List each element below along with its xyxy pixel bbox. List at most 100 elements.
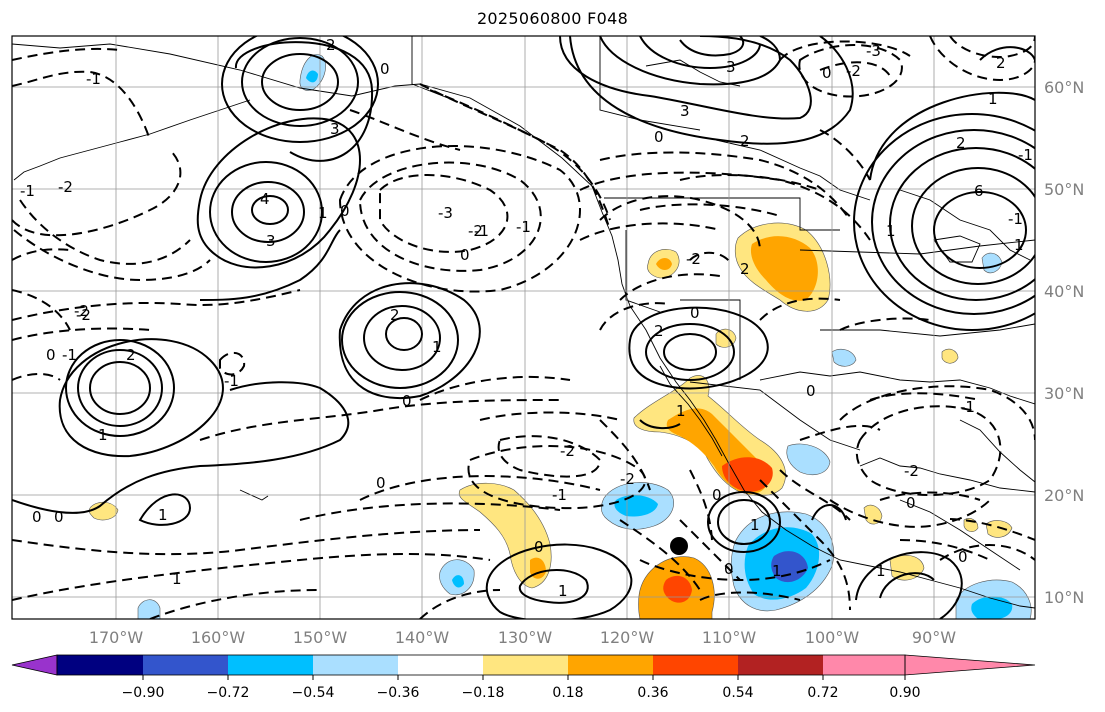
colorbar-tick-label: −0.54 xyxy=(292,685,335,701)
contour-label: 1 xyxy=(158,506,168,524)
contour-label: 3 xyxy=(726,58,736,76)
colorbar-segment xyxy=(568,655,653,675)
contour-label: 0 xyxy=(32,508,42,526)
contour-label: 2 xyxy=(654,322,664,340)
colorbar-segment xyxy=(483,655,568,675)
colorbar-tick-label: 0.90 xyxy=(889,685,920,701)
contour-label: -1 xyxy=(62,346,77,364)
contour-label: -1 xyxy=(552,486,567,504)
lat-label: 10°N xyxy=(1044,588,1084,607)
contour-label: 1 xyxy=(988,90,998,108)
contour-label: 1 xyxy=(558,582,568,600)
colorbar-tick-label: 0.54 xyxy=(722,685,753,701)
contour-label: 2 xyxy=(996,54,1006,72)
colorbar-tick-label: −0.90 xyxy=(122,685,165,701)
lon-label: 130°W xyxy=(498,628,553,647)
contour-label: -2 xyxy=(560,442,575,460)
graticule xyxy=(12,36,1035,619)
contour-label: 1 xyxy=(318,204,328,222)
contour-label: 2 xyxy=(740,132,750,150)
lat-label: 20°N xyxy=(1044,486,1084,505)
colorbar-tick-label: −0.18 xyxy=(462,685,505,701)
contour-label: 2 xyxy=(326,36,336,54)
contour-label: 3 xyxy=(330,120,340,138)
contour-label: 1 xyxy=(432,338,442,356)
lat-label: 60°N xyxy=(1044,78,1084,97)
colorbar-segment xyxy=(823,655,905,675)
colorbar-segment xyxy=(57,655,143,675)
lon-label: 170°W xyxy=(89,628,144,647)
colorbar-segment xyxy=(398,655,483,675)
latitude-labels: 60°N 50°N 40°N 30°N 20°N 10°N xyxy=(1044,78,1084,607)
contour-labels: 2 3 4 -1 0 -2 -3 -1 0 1 2 3 -2 -1 0 1 2 … xyxy=(20,36,1033,600)
lon-label: 150°W xyxy=(293,628,348,647)
contour-label: 1 xyxy=(98,426,108,444)
contour-label: 0 xyxy=(906,494,916,512)
map-title: 2025060800 F048 xyxy=(476,9,629,28)
contour-label: 0 xyxy=(654,128,664,146)
lat-label: 50°N xyxy=(1044,180,1084,199)
contour-label: -3 xyxy=(438,204,453,222)
colorbar-frame xyxy=(56,654,906,676)
contour-label: -1 xyxy=(20,182,35,200)
colorbar-tick-label: 0.72 xyxy=(807,685,838,701)
colorbar-tick-label: 0.36 xyxy=(637,685,668,701)
contour-label: 1 xyxy=(172,570,182,588)
contour-label: -2 xyxy=(846,62,861,80)
contour-label: 3 xyxy=(680,102,690,120)
contour-label: 0 xyxy=(460,246,470,264)
negative-contours xyxy=(12,36,1035,619)
contour-label: 0 xyxy=(690,304,700,322)
contour-label: 1 xyxy=(750,516,760,534)
contour-label: 1 xyxy=(876,562,886,580)
contour-label: 0 xyxy=(340,202,350,220)
contour-label: 0 xyxy=(806,382,816,400)
contour-label: 1 xyxy=(772,562,782,580)
map-frame xyxy=(11,35,1036,620)
contour-label: 0 xyxy=(822,64,832,82)
contour-label: 2 xyxy=(390,306,400,324)
contour-label: 0 xyxy=(46,346,56,364)
lon-label: 90°W xyxy=(912,628,956,647)
contour-label: 1 xyxy=(676,402,686,420)
contour-label: -1 xyxy=(1018,146,1033,164)
contour-label: 0 xyxy=(724,560,734,578)
contour-label: 0 xyxy=(534,538,544,556)
contour-label: -2 xyxy=(58,178,73,196)
colorbar-ticks xyxy=(142,675,906,680)
contour-label: 3 xyxy=(266,232,276,250)
colorbar-segment xyxy=(143,655,228,675)
colorbar-tick-label: 0.18 xyxy=(552,685,583,701)
contour-label: -1 xyxy=(86,70,101,88)
contour-label: 6 xyxy=(974,182,984,200)
contour-label: -2 xyxy=(620,470,635,488)
contour-label: 0 xyxy=(402,392,412,410)
colorbar-tick-label: −0.72 xyxy=(207,685,250,701)
location-marker xyxy=(670,537,688,555)
contour-label: -1 xyxy=(224,372,239,390)
contour-label: -3 xyxy=(866,42,881,60)
contour-label: 2 xyxy=(126,346,136,364)
contour-label: -2 xyxy=(76,306,91,324)
contour-label: 4 xyxy=(260,190,270,208)
contour-label: 0 xyxy=(54,508,64,526)
lon-label: 100°W xyxy=(805,628,860,647)
colorbar-segment xyxy=(653,655,738,675)
positive-contours xyxy=(12,36,1035,619)
lon-label: 140°W xyxy=(395,628,450,647)
contour-label: -2 xyxy=(74,302,89,320)
lat-label: 40°N xyxy=(1044,282,1084,301)
contour-label: -1 xyxy=(516,218,531,236)
contour-label: -2 xyxy=(904,462,919,480)
colorbar-segment xyxy=(313,655,398,675)
contour-label: 1 xyxy=(1014,236,1024,254)
contour-label: 0 xyxy=(376,474,386,492)
contour-label: 2 xyxy=(740,260,750,278)
contour-label: 0 xyxy=(380,60,390,78)
contour-label: -1 xyxy=(960,398,975,416)
contour-label: 0 xyxy=(712,486,722,504)
colorbar-segment xyxy=(904,654,1036,676)
contour-label: -2 xyxy=(468,222,483,240)
contour-label: 0 xyxy=(958,548,968,566)
lat-label: 30°N xyxy=(1044,384,1084,403)
